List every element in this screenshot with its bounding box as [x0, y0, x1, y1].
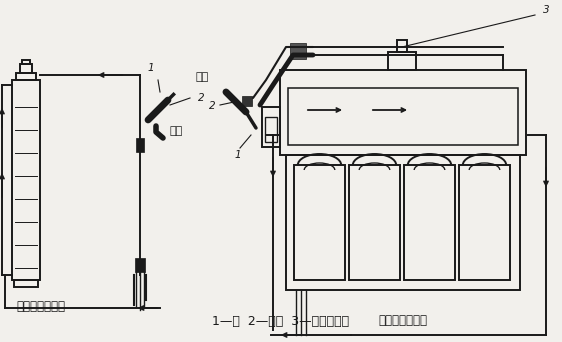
- Text: 逆流冲洗发动机: 逆流冲洗发动机: [378, 314, 428, 327]
- Text: 1: 1: [235, 150, 241, 160]
- Bar: [459, 165, 510, 280]
- Bar: [265, 117, 277, 142]
- Bar: [280, 70, 526, 155]
- Bar: [22, 60, 30, 64]
- Text: 1—水  2—空气  3—拆下节温器: 1—水 2—空气 3—拆下节温器: [212, 315, 350, 328]
- Text: 3: 3: [543, 5, 550, 15]
- Text: 2: 2: [210, 101, 216, 111]
- Bar: [242, 96, 252, 106]
- Text: 2: 2: [198, 93, 205, 103]
- Text: 噎枪: 噎枪: [196, 72, 209, 82]
- Bar: [294, 165, 345, 280]
- Bar: [286, 155, 520, 290]
- Bar: [20, 64, 32, 73]
- Bar: [14, 280, 38, 287]
- Text: 噎枪: 噎枪: [170, 126, 183, 136]
- Bar: [288, 88, 518, 145]
- Bar: [349, 165, 400, 280]
- Bar: [290, 43, 306, 59]
- Text: 逆流冲洗散热器: 逆流冲洗散热器: [16, 300, 66, 313]
- Bar: [397, 40, 407, 52]
- Bar: [262, 107, 280, 147]
- Bar: [388, 52, 416, 70]
- Bar: [16, 73, 36, 80]
- Text: 1: 1: [148, 63, 155, 73]
- Bar: [136, 138, 144, 152]
- Bar: [135, 258, 145, 272]
- Bar: [404, 165, 455, 280]
- Bar: [12, 80, 40, 280]
